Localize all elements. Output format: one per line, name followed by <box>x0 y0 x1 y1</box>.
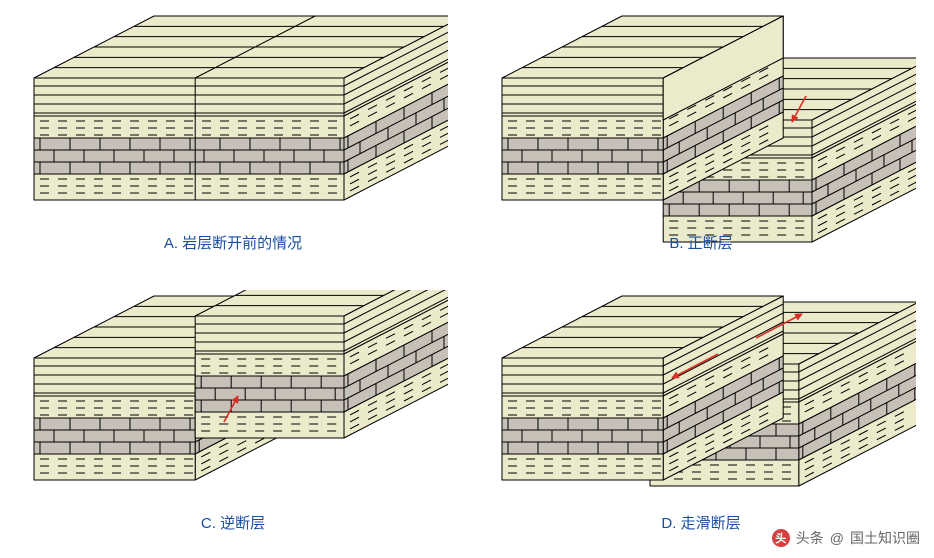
panel-A: A. 岩层断开前的情况 <box>18 10 448 260</box>
watermark-name: 国土知识圈 <box>850 528 920 548</box>
caption-B: B. 正断层 <box>486 232 916 253</box>
watermark-prefix: 头条 <box>796 528 824 548</box>
diagram-A <box>18 10 448 260</box>
diagram-B <box>486 10 916 260</box>
diagram-C <box>18 290 448 540</box>
watermark: 头 头条 @ 国土知识圈 <box>772 528 920 548</box>
page-root: A. 岩层断开前的情况 B. 正断层 C. 逆断层 D. 走滑断层 头 头条 @ 国土… <box>0 0 934 558</box>
panel-D: D. 走滑断层 <box>486 290 916 540</box>
caption-C: C. 逆断层 <box>18 512 448 533</box>
diagram-D <box>486 290 916 540</box>
caption-A: A. 岩层断开前的情况 <box>18 232 448 253</box>
watermark-at: @ <box>830 530 844 546</box>
panel-C: C. 逆断层 <box>18 290 448 540</box>
panel-B: B. 正断层 <box>486 10 916 260</box>
headline-icon: 头 <box>772 529 790 547</box>
